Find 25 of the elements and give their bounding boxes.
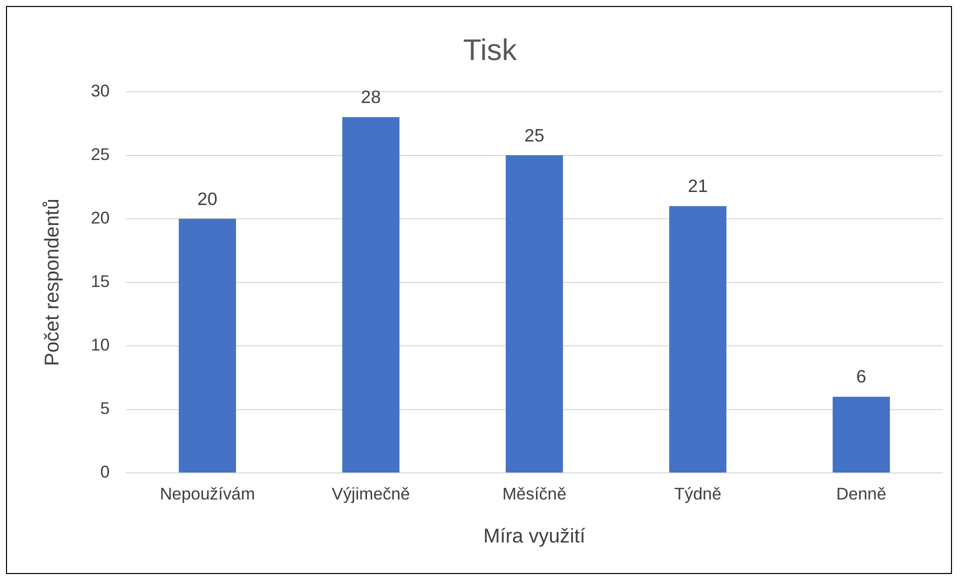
data-label: 21: [688, 176, 708, 196]
y-tick-label: 30: [90, 81, 110, 100]
data-label: 20: [197, 188, 218, 209]
data-label: 25: [524, 125, 544, 146]
y-tick-label: 5: [100, 399, 110, 418]
bar: [342, 117, 400, 472]
bar: [178, 218, 236, 472]
data-label: 28: [360, 87, 381, 108]
x-tick-label: Měsíčně: [502, 484, 566, 504]
x-tick-label: Denně: [836, 484, 886, 504]
y-tick-label: 15: [90, 272, 110, 291]
data-label: 6: [856, 366, 866, 387]
x-tick-label: Nepoužívám: [160, 484, 255, 504]
y-axis-title: Počet respondentů: [41, 198, 64, 366]
x-tick-label: Týdně: [674, 484, 722, 504]
y-tick-label: 0: [100, 462, 110, 482]
y-tick-label: 20: [90, 208, 110, 228]
y-tick-label: 10: [90, 336, 110, 355]
bar: [832, 396, 890, 472]
bar: [506, 155, 563, 472]
bar: [669, 206, 726, 472]
chart-title: Tisk: [463, 34, 517, 68]
y-tick-label: 25: [90, 144, 110, 164]
x-tick-label: Výjimečně: [332, 484, 410, 504]
x-axis-title: Míra využití: [483, 526, 586, 548]
